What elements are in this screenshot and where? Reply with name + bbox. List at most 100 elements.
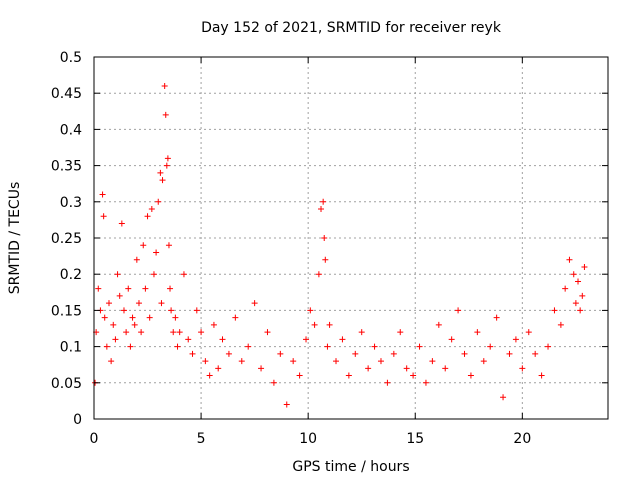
data-point bbox=[155, 198, 162, 205]
data-point bbox=[572, 300, 579, 307]
data-point bbox=[185, 336, 192, 343]
data-point bbox=[161, 82, 168, 89]
data-point bbox=[219, 336, 226, 343]
data-point bbox=[270, 379, 277, 386]
data-point bbox=[307, 307, 314, 314]
y-tick-label: 0.5 bbox=[60, 50, 82, 66]
data-point bbox=[157, 169, 164, 176]
data-point bbox=[144, 213, 151, 220]
data-point bbox=[116, 292, 123, 299]
data-point bbox=[545, 343, 552, 350]
data-point bbox=[566, 256, 573, 263]
data-point bbox=[146, 314, 153, 321]
data-point bbox=[318, 206, 325, 213]
data-point bbox=[315, 271, 322, 278]
data-point bbox=[448, 336, 455, 343]
data-point bbox=[95, 285, 102, 292]
data-point bbox=[170, 329, 177, 336]
data-point bbox=[110, 321, 117, 328]
data-point bbox=[206, 372, 213, 379]
x-tick-label: 10 bbox=[299, 431, 317, 447]
data-point bbox=[403, 365, 410, 372]
data-point bbox=[577, 307, 584, 314]
y-tick-label: 0.35 bbox=[51, 159, 82, 175]
data-point bbox=[123, 329, 130, 336]
data-point bbox=[105, 300, 112, 307]
data-point bbox=[311, 321, 318, 328]
data-point bbox=[455, 307, 462, 314]
data-point bbox=[165, 242, 172, 249]
data-point bbox=[127, 343, 134, 350]
data-point bbox=[198, 329, 205, 336]
data-point bbox=[339, 336, 346, 343]
data-point bbox=[324, 343, 331, 350]
y-tick-label: 0.2 bbox=[60, 267, 82, 283]
y-tick-label: 0.05 bbox=[51, 376, 82, 392]
data-point bbox=[125, 285, 132, 292]
data-point bbox=[158, 300, 165, 307]
data-point bbox=[142, 285, 149, 292]
data-point bbox=[189, 350, 196, 357]
data-point bbox=[120, 307, 127, 314]
data-point bbox=[416, 343, 423, 350]
data-point bbox=[345, 372, 352, 379]
x-tick-label: 20 bbox=[513, 431, 531, 447]
data-point bbox=[290, 358, 297, 365]
data-point bbox=[321, 235, 328, 241]
data-point bbox=[551, 307, 558, 314]
data-point bbox=[180, 271, 187, 278]
data-point bbox=[140, 242, 147, 249]
data-point bbox=[474, 329, 481, 336]
data-point bbox=[135, 300, 142, 307]
data-point bbox=[103, 343, 110, 350]
data-point bbox=[358, 329, 365, 336]
data-point bbox=[264, 329, 271, 336]
data-point bbox=[352, 350, 359, 357]
tick-labels: 0 5 10 15 20 0 0.05 0.1 0.15 0.2 0.25 0.3 0.35 0.4 0.4… bbox=[51, 50, 531, 447]
data-point bbox=[283, 401, 290, 408]
data-point bbox=[442, 365, 449, 372]
data-point bbox=[322, 256, 329, 263]
y-axis-label: SRMTID / TECUs bbox=[7, 182, 23, 295]
data-point bbox=[150, 271, 157, 278]
data-point bbox=[333, 358, 340, 365]
data-point bbox=[112, 336, 119, 343]
data-point bbox=[532, 350, 539, 357]
data-point bbox=[162, 111, 169, 118]
x-tick-label: 0 bbox=[90, 431, 99, 447]
data-point bbox=[215, 365, 222, 372]
data-point bbox=[99, 191, 106, 198]
data-point bbox=[232, 314, 239, 321]
y-tick-label: 0.25 bbox=[51, 231, 82, 247]
data-point bbox=[138, 329, 145, 336]
data-point bbox=[538, 372, 545, 379]
data-point bbox=[377, 358, 384, 365]
data-point bbox=[245, 343, 252, 350]
data-points bbox=[92, 82, 588, 408]
data-point bbox=[159, 177, 166, 184]
data-point bbox=[384, 379, 391, 386]
data-point bbox=[493, 314, 500, 321]
data-point bbox=[500, 394, 507, 401]
data-point bbox=[172, 314, 179, 321]
data-point bbox=[296, 372, 303, 379]
data-point bbox=[163, 162, 170, 169]
data-point bbox=[133, 256, 140, 263]
data-point bbox=[435, 321, 442, 328]
data-point bbox=[579, 292, 586, 299]
data-point bbox=[148, 206, 155, 213]
data-point bbox=[575, 278, 582, 285]
data-point bbox=[129, 314, 136, 321]
data-point bbox=[101, 314, 108, 321]
data-point bbox=[467, 372, 474, 379]
data-point bbox=[519, 365, 526, 372]
data-point bbox=[581, 263, 588, 270]
x-tick-label: 5 bbox=[197, 431, 206, 447]
data-point bbox=[512, 336, 519, 343]
data-point bbox=[153, 249, 160, 256]
data-point bbox=[164, 155, 171, 162]
data-point bbox=[480, 358, 487, 365]
data-point bbox=[118, 220, 125, 227]
data-point bbox=[114, 271, 121, 278]
